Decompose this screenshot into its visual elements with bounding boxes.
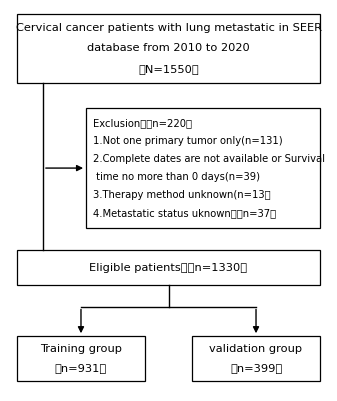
Text: 3.Therapy method unknown(n=13）: 3.Therapy method unknown(n=13） xyxy=(93,190,271,200)
FancyBboxPatch shape xyxy=(86,108,320,228)
Text: （N=1550）: （N=1550） xyxy=(138,64,199,74)
FancyBboxPatch shape xyxy=(17,336,145,381)
Text: （n=399）: （n=399） xyxy=(230,363,282,373)
Text: 4.Metastatic status uknown　（n=37）: 4.Metastatic status uknown （n=37） xyxy=(93,208,276,218)
Text: 1.Not one primary tumor only(n=131): 1.Not one primary tumor only(n=131) xyxy=(93,136,283,146)
Text: Eligible patients　（n=1330）: Eligible patients （n=1330） xyxy=(89,263,248,273)
Text: Exclusion　（n=220）: Exclusion （n=220） xyxy=(93,118,192,128)
Text: （n=931）: （n=931） xyxy=(55,363,107,373)
FancyBboxPatch shape xyxy=(17,14,320,83)
Text: validation group: validation group xyxy=(210,344,303,354)
Text: 2.Complete dates are not available or Survival: 2.Complete dates are not available or Su… xyxy=(93,154,325,164)
Text: Training group: Training group xyxy=(40,344,122,354)
FancyBboxPatch shape xyxy=(17,250,320,285)
Text: time no more than 0 days(n=39): time no more than 0 days(n=39) xyxy=(93,172,260,182)
Text: database from 2010 to 2020: database from 2010 to 2020 xyxy=(87,43,250,53)
FancyBboxPatch shape xyxy=(192,336,320,381)
Text: Cervical cancer patients with lung metastatic in SEER: Cervical cancer patients with lung metas… xyxy=(16,23,321,33)
